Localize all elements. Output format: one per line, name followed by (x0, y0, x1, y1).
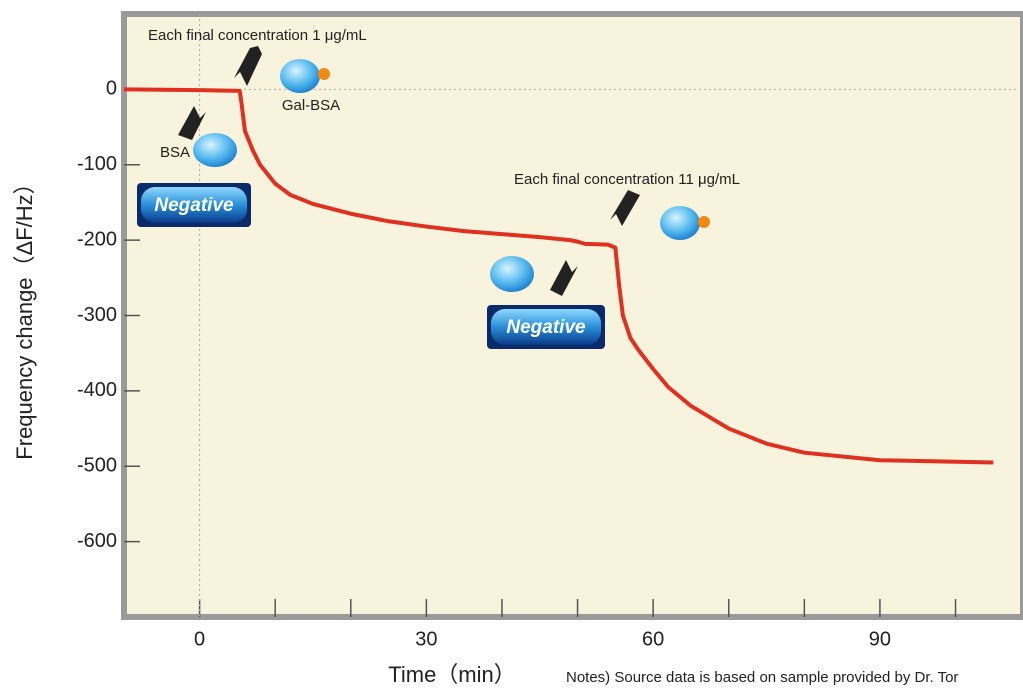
annotation: BSA (160, 144, 190, 161)
x-axis-label: Time（min） (388, 662, 516, 687)
y-tick-label: -100 (77, 153, 117, 175)
badge-label: Negative (506, 317, 586, 338)
x-tick-label: 30 (415, 628, 437, 650)
annotation: Each final concentration 11 μg/mL (514, 171, 740, 188)
x-tick-label: 90 (869, 628, 891, 650)
decorations (137, 46, 710, 349)
notes: Notes) Source data is based on sample pr… (566, 669, 958, 686)
annotation: Gal-BSA (282, 97, 340, 114)
y-tick-label: -200 (77, 228, 117, 250)
y-axis-label: Frequency change（ΔF/Hz） (12, 172, 37, 459)
data-line (123, 87, 994, 465)
y-tick-label: 0 (106, 78, 117, 100)
y-tick-label: -600 (77, 530, 117, 552)
y-tick-label: -400 (77, 379, 117, 401)
x-tick-label: 60 (642, 628, 664, 650)
x-tick-label: 0 (194, 628, 205, 650)
annotation: Each final concentration 1 μg/mL (148, 27, 367, 44)
badge-label: Negative (154, 195, 234, 216)
y-tick-label: -300 (77, 304, 117, 326)
y-tick-label: -500 (77, 455, 117, 477)
